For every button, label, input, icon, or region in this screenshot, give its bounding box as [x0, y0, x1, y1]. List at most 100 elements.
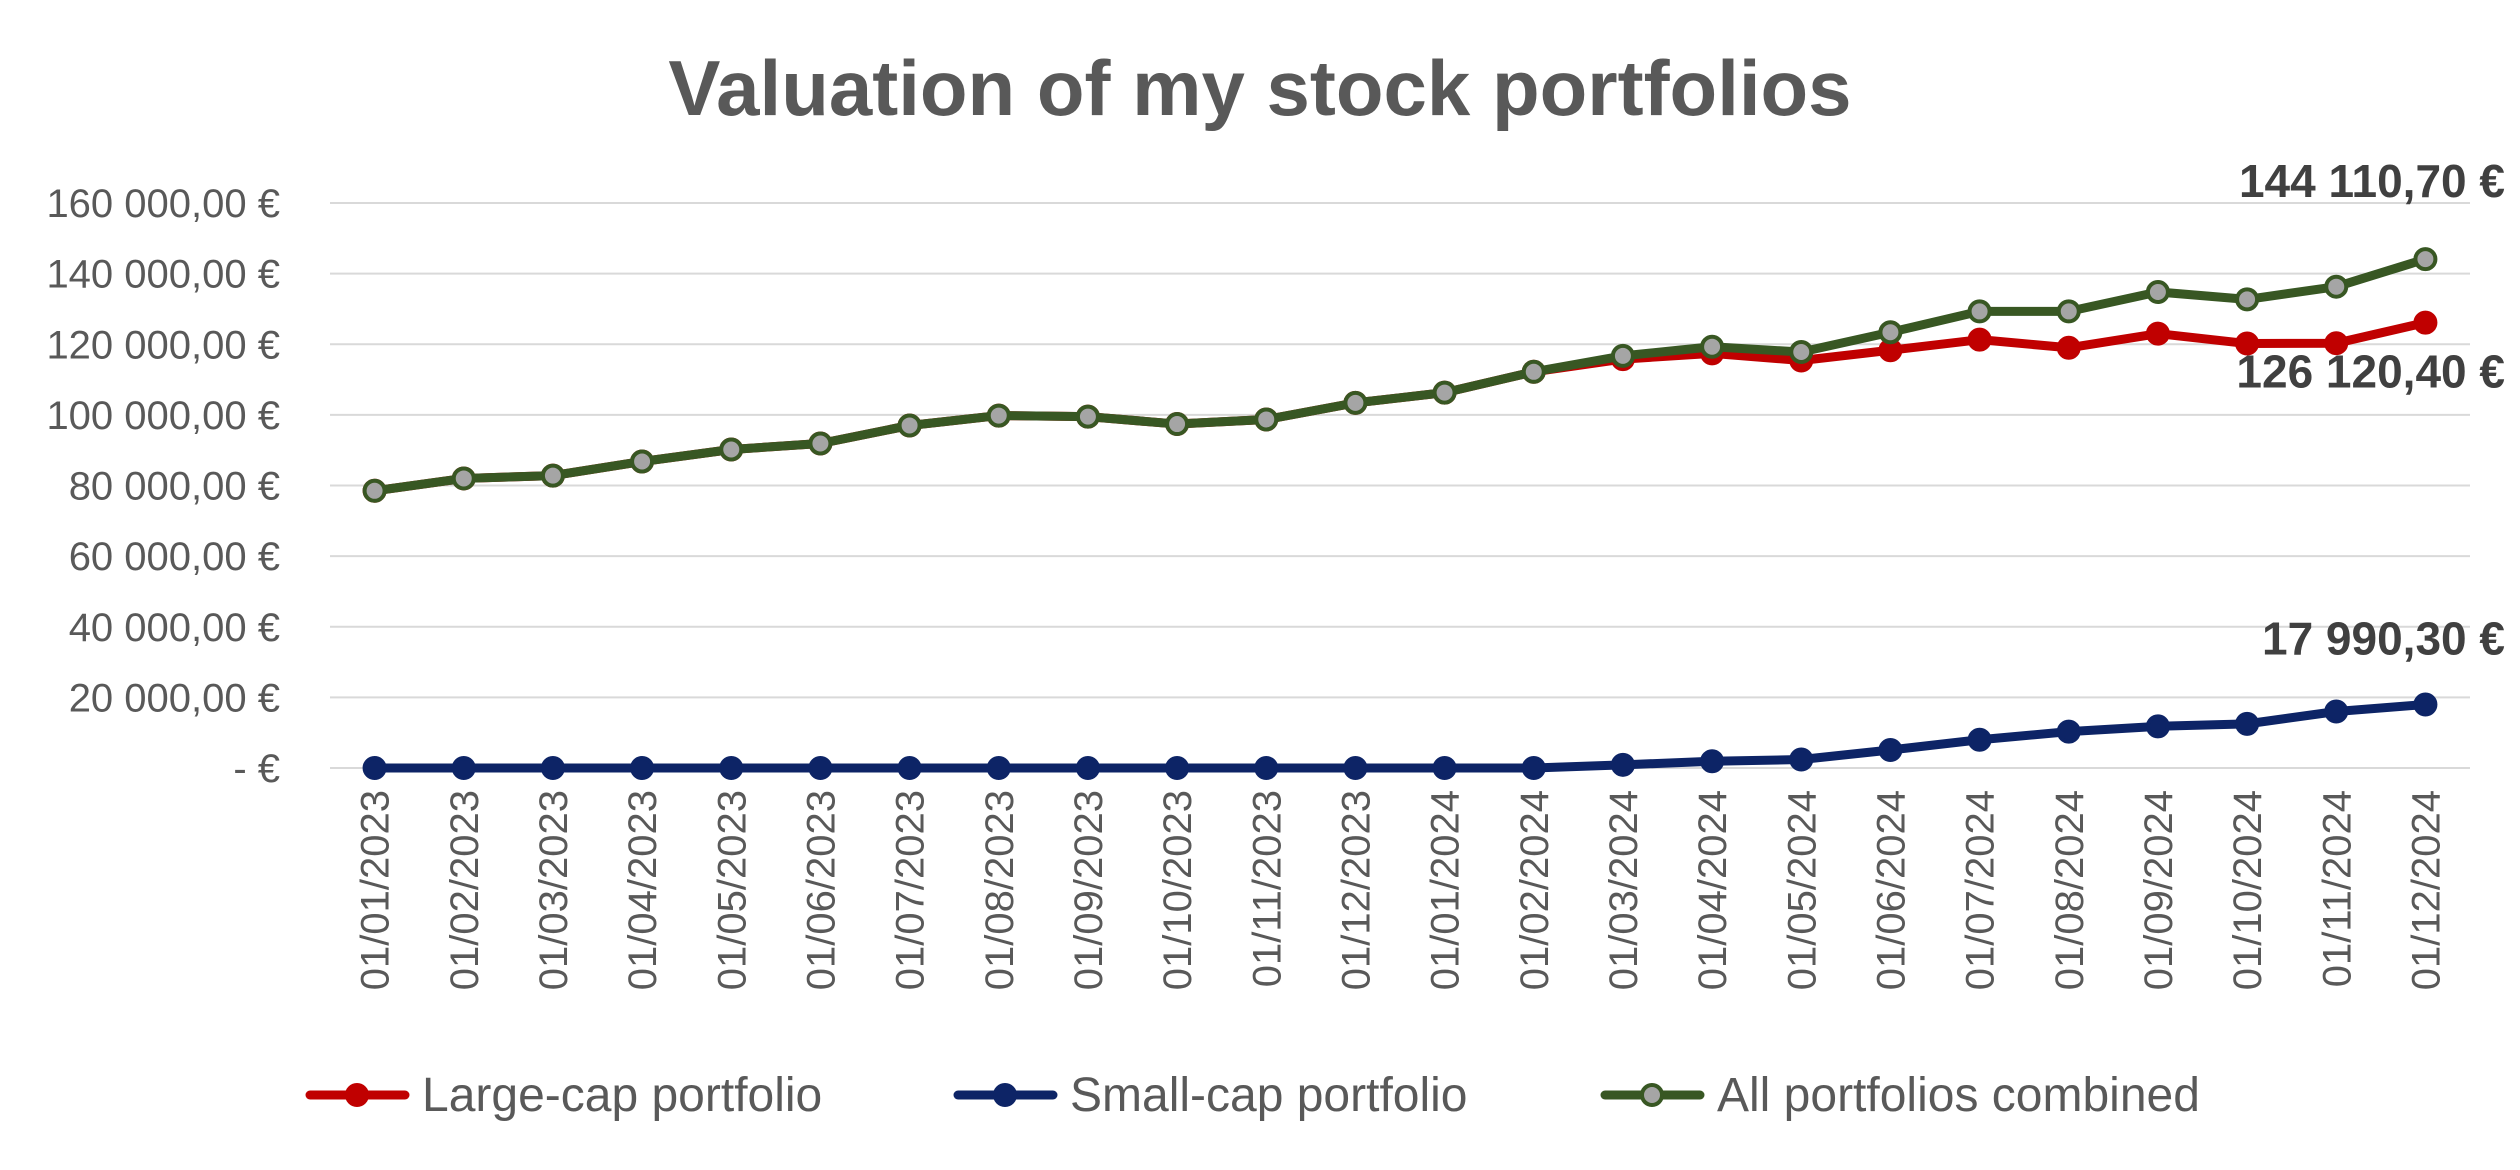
x-tick-label: 01/04/2023 [621, 790, 665, 990]
legend-swatch-marker [993, 1083, 1017, 1107]
data-point [1075, 756, 1100, 780]
y-tick-label: - € [233, 747, 280, 791]
legend: Large-cap portfolio Small-cap portfolio Al… [305, 1069, 2200, 1122]
data-point [2235, 287, 2260, 312]
data-point [1521, 756, 1546, 780]
data-point [540, 463, 565, 488]
data-point [2056, 719, 2081, 744]
legend-label: Small-cap portfolio [1070, 1069, 1468, 1122]
y-tick-label: 160 000,00 € [46, 182, 280, 226]
end-value-label: 126 120,40 € [2236, 346, 2505, 398]
data-point [2324, 274, 2349, 299]
data-point [719, 756, 744, 780]
x-tick-label: 01/12/2023 [1334, 790, 1378, 990]
end-value-label: 144 110,70 € [2239, 155, 2505, 207]
x-tick-label: 01/02/2024 [1513, 790, 1557, 990]
y-axis-tick-labels: - € 20 000,00 € 40 000,00 € 60 000,00 € 80 0… [46, 182, 280, 791]
legend-swatch-marker [345, 1083, 369, 1107]
x-tick-label: 01/01/2023 [354, 790, 398, 990]
x-tick-label: 01/06/2023 [799, 790, 843, 990]
x-tick-label: 01/09/2023 [1067, 790, 1111, 990]
data-point [2056, 335, 2081, 360]
data-point [2324, 699, 2349, 724]
y-tick-label: 140 000,00 € [46, 253, 280, 297]
data-point [362, 478, 387, 503]
data-point [630, 756, 655, 780]
data-point [1967, 327, 1992, 352]
x-tick-label: 01/04/2024 [1691, 790, 1735, 990]
y-tick-label: 40 000,00 € [69, 606, 280, 650]
y-tick-label: 80 000,00 € [69, 465, 280, 509]
x-tick-label: 01/07/2024 [1959, 790, 2003, 990]
data-point [2235, 331, 2260, 356]
x-tick-label: 01/11/2024 [2315, 790, 2359, 987]
x-tick-label: 01/02/2023 [443, 790, 487, 990]
data-point [1700, 334, 1725, 359]
data-point [1254, 756, 1279, 780]
end-value-label: 17 990,30 € [2262, 612, 2505, 664]
data-point [1967, 727, 1992, 752]
data-point [897, 413, 922, 438]
data-point [540, 756, 565, 780]
series-all-portfolios-combined [362, 247, 2438, 503]
x-tick-label: 01/08/2024 [2048, 790, 2092, 990]
x-tick-label: 01/03/2023 [532, 790, 576, 990]
x-tick-label: 01/05/2024 [1780, 790, 1824, 990]
data-point [1789, 340, 1814, 365]
x-tick-label: 01/07/2023 [889, 790, 933, 990]
data-point [2145, 279, 2170, 304]
legend-entry: Small-cap portfolio [953, 1069, 1468, 1122]
data-point [2145, 714, 2170, 739]
x-tick-label: 01/10/2024 [2226, 790, 2270, 990]
data-point [2235, 711, 2260, 736]
legend-entry: All portfolios combined [1600, 1069, 2200, 1122]
legend-swatch-marker [1640, 1083, 1664, 1107]
data-point [1343, 390, 1368, 415]
data-point [1165, 412, 1190, 437]
data-point [2324, 331, 2349, 356]
data-point [1700, 749, 1725, 774]
x-tick-label: 01/05/2023 [710, 790, 754, 990]
data-point [2056, 299, 2081, 324]
x-tick-label: 01/01/2024 [1424, 790, 1468, 990]
data-point [808, 756, 833, 780]
series-large-cap-portfolio [362, 310, 2438, 503]
data-point [1967, 299, 1992, 324]
x-tick-label: 01/11/2023 [1245, 790, 1289, 987]
legend-entry: Large-cap portfolio [305, 1069, 822, 1122]
data-point [1254, 407, 1279, 432]
data-point [630, 449, 655, 474]
data-point [2413, 247, 2438, 272]
data-point [1521, 359, 1546, 384]
data-point [451, 756, 476, 780]
data-point [451, 466, 476, 491]
y-tick-label: 100 000,00 € [46, 394, 280, 438]
data-point [1343, 756, 1368, 780]
series-line [370, 254, 2430, 496]
data-point [2413, 310, 2438, 335]
legend-label: Large-cap portfolio [422, 1069, 822, 1122]
x-tick-label: 01/09/2024 [2137, 790, 2181, 990]
data-point [986, 756, 1011, 780]
data-point [1075, 404, 1100, 429]
gridlines [330, 202, 2470, 769]
y-tick-label: 60 000,00 € [69, 535, 280, 579]
data-point [1610, 343, 1635, 368]
x-tick-label: 01/03/2024 [1602, 790, 1646, 990]
chart-title: Valuation of my stock portfolios [668, 44, 1851, 132]
data-point [1878, 320, 1903, 345]
x-tick-label: 01/12/2024 [2404, 790, 2448, 990]
data-point [1165, 756, 1190, 780]
end-value-labels: 144 110,70 € 126 120,40 € 17 990,30 € [2236, 155, 2505, 664]
data-point [897, 756, 922, 780]
series-small-cap-portfolio [362, 692, 2438, 780]
data-point [808, 431, 833, 456]
series-lines [362, 247, 2438, 780]
data-point [2413, 692, 2438, 717]
data-point [719, 437, 744, 462]
y-tick-label: 120 000,00 € [46, 323, 280, 367]
data-point [1878, 737, 1903, 762]
legend-label: All portfolios combined [1717, 1069, 2200, 1122]
